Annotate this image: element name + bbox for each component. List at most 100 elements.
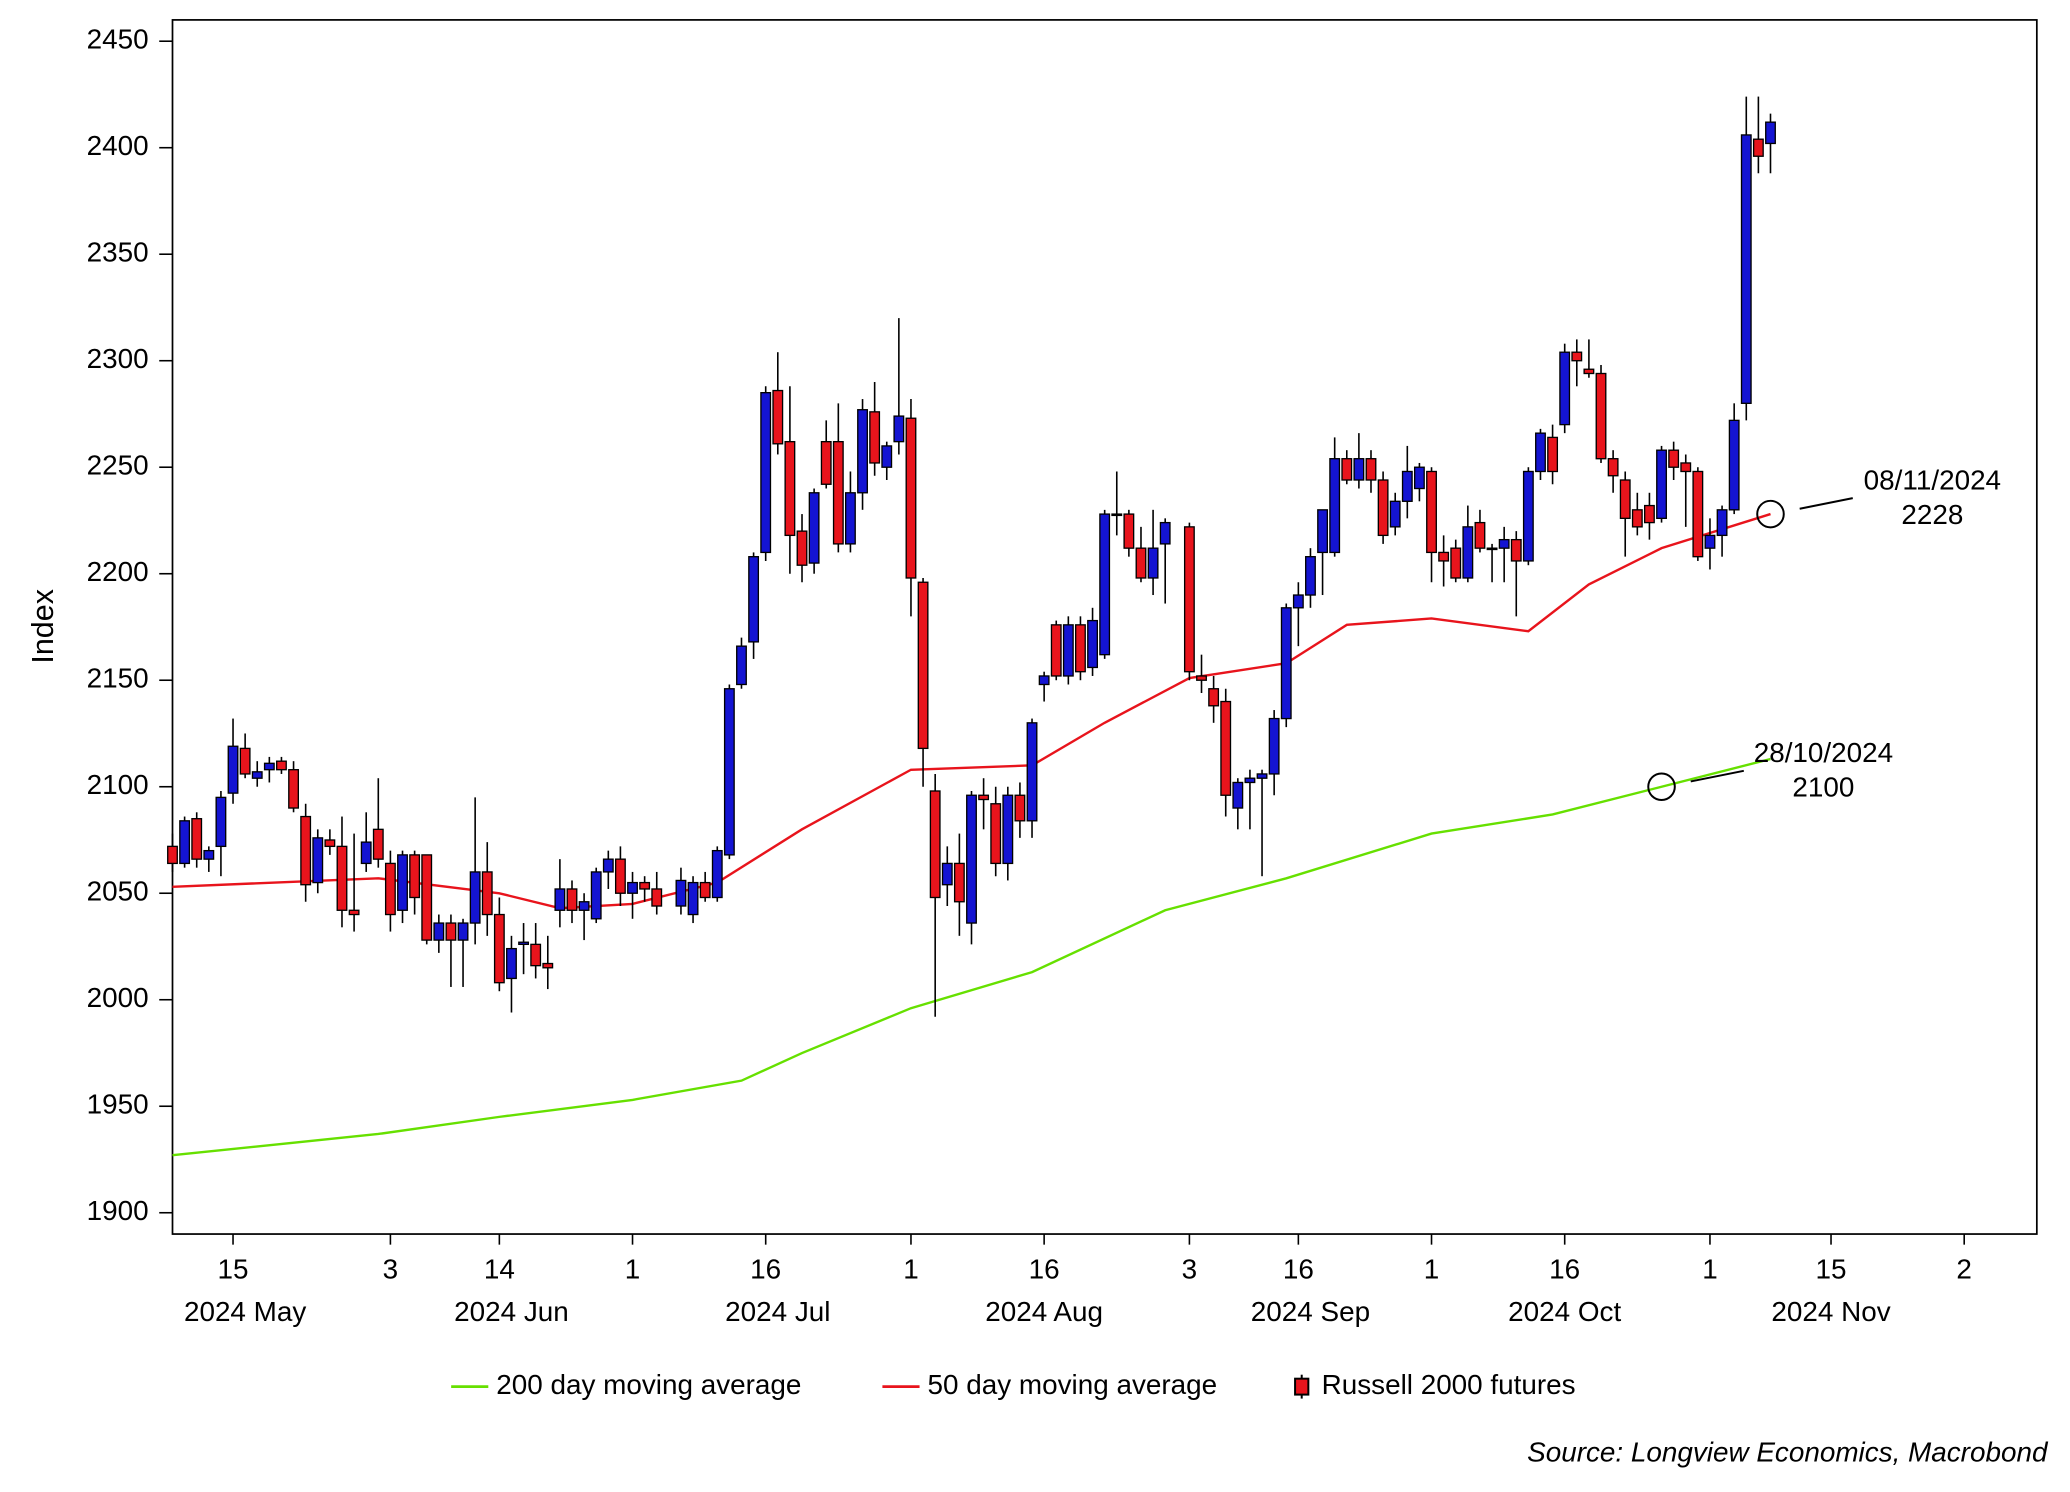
candle [1002,786,1014,881]
candle [1329,437,1341,557]
candle-body [929,790,941,899]
candle-body [1280,607,1292,720]
candle-body [348,909,360,916]
candle-body [203,849,215,860]
candle-body [1147,547,1159,579]
candle-body [179,820,191,865]
candle-body [820,440,832,485]
candle-body [953,862,965,903]
candle [1438,535,1450,587]
candle-body [239,747,251,775]
x-period-label: 2024 Jul [725,1296,830,1327]
candle-body [1752,138,1764,157]
candle [723,684,735,860]
candle [699,871,711,902]
candle-body [1728,419,1740,511]
candle-body [457,922,469,941]
annotation-text: 2228 [1901,499,1963,530]
y-tick-label: 2200 [87,556,149,587]
candle-body [1595,372,1607,460]
source-note: Source: Longview Economics, Macrobond [1527,1437,2049,1468]
candle [1486,543,1498,583]
candle [893,318,905,455]
candle [1268,710,1280,796]
candle [1196,654,1207,694]
candle [1159,518,1171,604]
candle-body [397,854,408,911]
candle-body [1208,688,1220,707]
candle [1111,471,1123,536]
candle [1704,518,1716,570]
candle [1752,96,1764,174]
candle-body [857,409,868,494]
candle [1450,539,1462,583]
candle [1256,769,1268,877]
candle-body [578,901,590,911]
candle-body [796,530,808,566]
candle [639,876,651,902]
candle-body [1050,624,1062,677]
candle [953,833,965,936]
candle-body [372,828,384,860]
candle-body [772,389,784,445]
candle [1583,339,1595,378]
candle-body [941,862,953,886]
candle-body [1426,470,1437,554]
candle-body [748,556,760,643]
candle-body [687,881,699,916]
candle-body [893,415,905,443]
plot-frame [171,19,2038,1235]
annotation-leader [1799,497,1853,510]
candle [251,761,263,787]
candle-body [990,803,1002,865]
candle-body [978,794,990,801]
y-tick-label: 2450 [87,24,149,55]
candle-body [602,858,614,873]
candle-body [1522,470,1534,562]
candle [324,829,336,855]
x-period-label: 2024 Nov [1771,1296,1890,1327]
candle [711,846,723,902]
candle-body [1256,773,1268,779]
candle-body [651,888,663,907]
x-period-label: 2024 Jun [454,1296,569,1327]
candle-body [1159,521,1171,545]
candle [1317,509,1329,596]
x-tick-label: 3 [383,1254,398,1285]
candle [1341,450,1353,485]
candle [1075,616,1086,681]
candle [348,833,360,932]
candle [832,403,844,553]
moving-average-line [172,757,1771,1157]
candle-body [760,392,772,554]
candle-body [360,841,372,865]
candle [1692,467,1704,561]
legend-label: 200 day moving average [496,1369,801,1400]
candle-body [1643,504,1655,524]
candle [1365,450,1377,493]
y-tick-label: 2100 [87,769,149,800]
legend-swatch [1294,1377,1310,1396]
candle [1728,403,1740,515]
candle [1038,671,1050,702]
y-tick-label: 1900 [87,1195,149,1226]
candle-body [288,769,300,809]
candle [1353,433,1365,489]
candle [1522,467,1534,566]
candle [675,867,687,915]
candle-body [1438,551,1450,562]
candle [1619,471,1631,557]
candle [881,441,893,481]
candle [1462,505,1474,583]
legend-label: Russell 2000 futures [1322,1369,1576,1400]
candle [929,773,941,1017]
x-tick-label: 1 [1424,1254,1440,1285]
candle [1244,769,1256,830]
candle [288,761,300,813]
candle-body [1510,538,1522,562]
candle-body [1317,509,1329,554]
candle-body [481,871,493,916]
y-tick-label: 2300 [87,343,149,374]
x-tick-label: 16 [1029,1254,1060,1285]
candle-body [167,845,178,865]
